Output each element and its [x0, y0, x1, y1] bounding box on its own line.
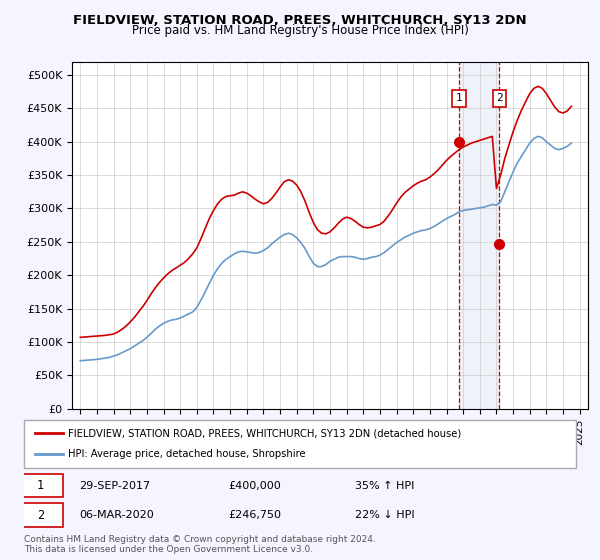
Text: 29-SEP-2017: 29-SEP-2017 — [79, 480, 151, 491]
Text: FIELDVIEW, STATION ROAD, PREES, WHITCHURCH, SY13 2DN: FIELDVIEW, STATION ROAD, PREES, WHITCHUR… — [73, 14, 527, 27]
Bar — [459, 62, 499, 409]
Text: £246,750: £246,750 — [228, 510, 281, 520]
Text: FIELDVIEW, STATION ROAD, PREES, WHITCHURCH, SY13 2DN (detached house): FIELDVIEW, STATION ROAD, PREES, WHITCHUR… — [68, 428, 461, 438]
FancyBboxPatch shape — [19, 474, 62, 497]
Text: HPI: Average price, detached house, Shropshire: HPI: Average price, detached house, Shro… — [68, 449, 306, 459]
Text: 22% ↓ HPI: 22% ↓ HPI — [355, 510, 415, 520]
Text: 2: 2 — [496, 94, 503, 104]
Text: 35% ↑ HPI: 35% ↑ HPI — [355, 480, 415, 491]
Text: £400,000: £400,000 — [228, 480, 281, 491]
FancyBboxPatch shape — [24, 420, 576, 468]
Text: 1: 1 — [455, 94, 463, 104]
FancyBboxPatch shape — [19, 503, 62, 527]
Text: Price paid vs. HM Land Registry's House Price Index (HPI): Price paid vs. HM Land Registry's House … — [131, 24, 469, 37]
Text: 06-MAR-2020: 06-MAR-2020 — [79, 510, 154, 520]
Text: 1: 1 — [37, 479, 44, 492]
Text: 2: 2 — [37, 508, 44, 521]
Text: Contains HM Land Registry data © Crown copyright and database right 2024.
This d: Contains HM Land Registry data © Crown c… — [24, 535, 376, 554]
